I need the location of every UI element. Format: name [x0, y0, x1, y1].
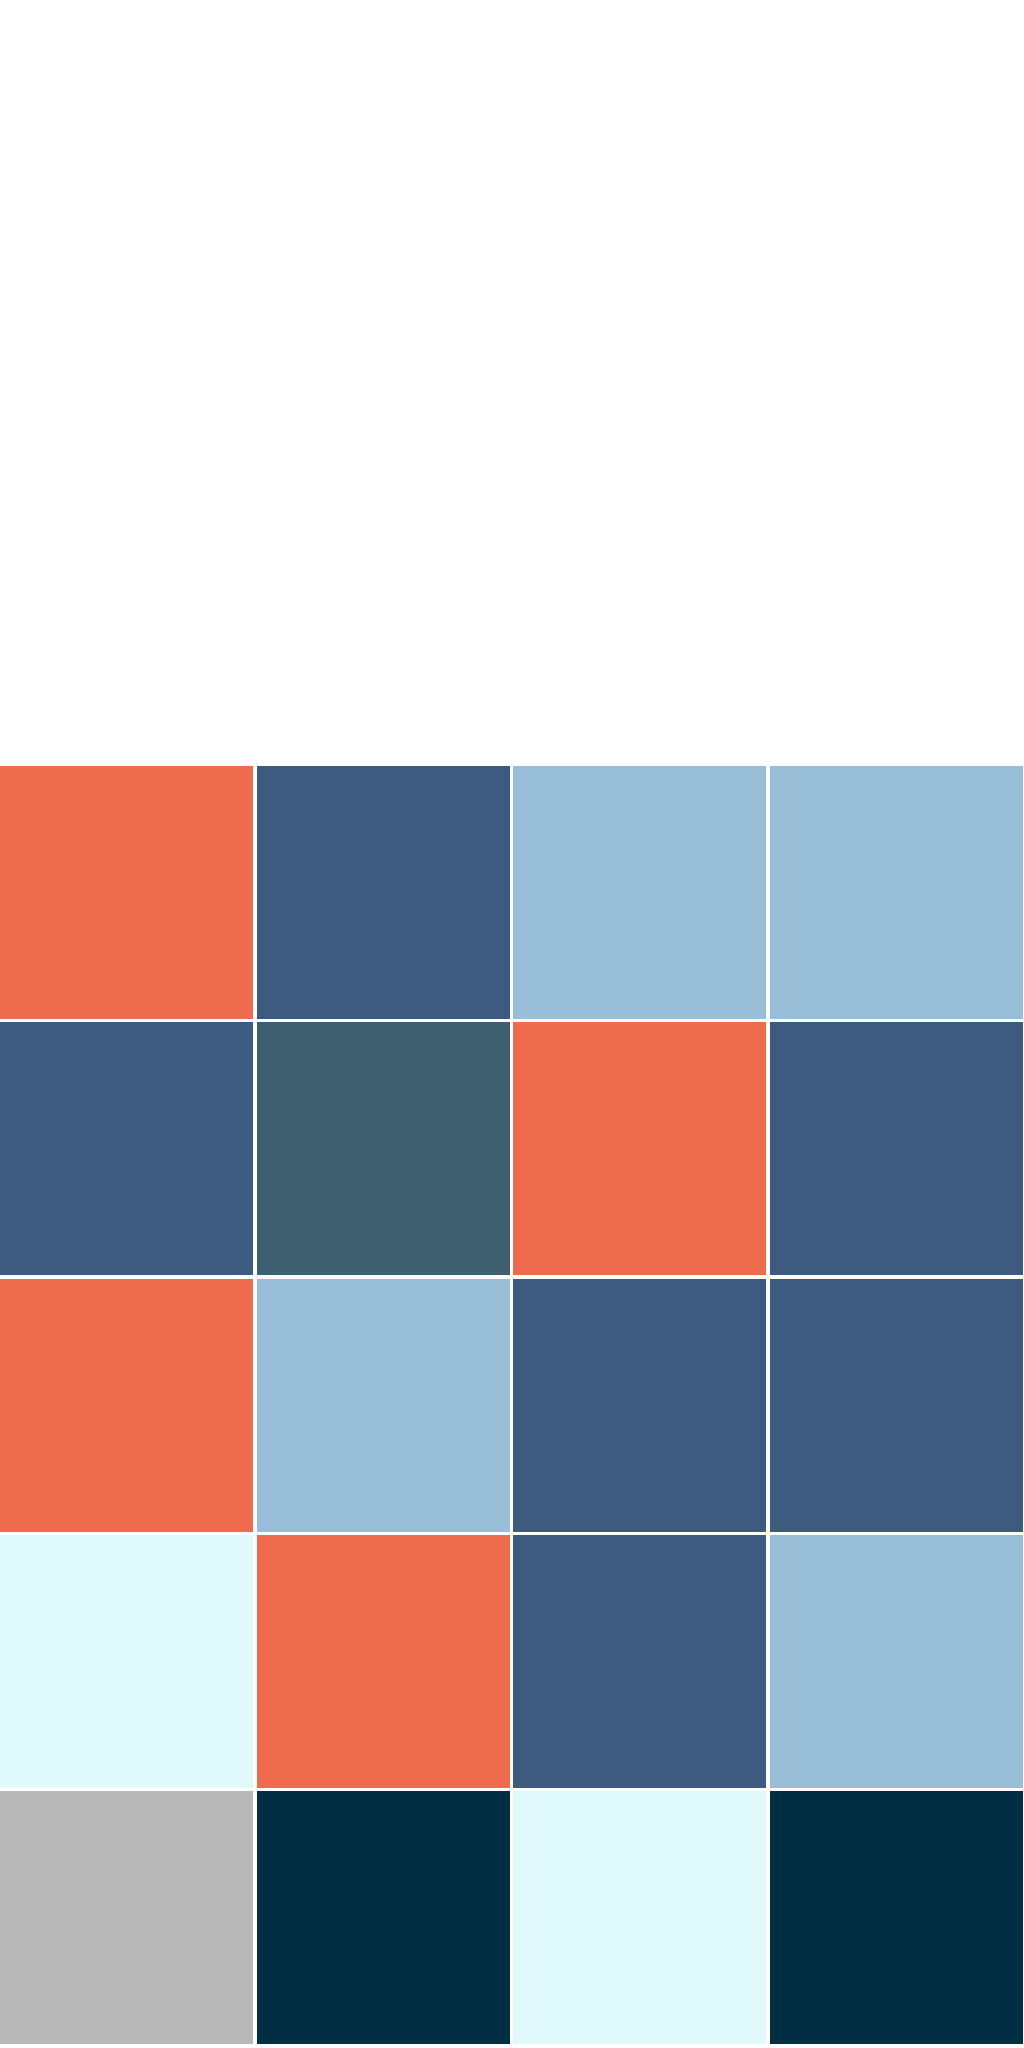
board-tile[interactable] [0, 1535, 253, 1788]
board-tile[interactable] [770, 1279, 1023, 1532]
board-tile[interactable] [513, 766, 766, 1019]
board-tile[interactable] [257, 766, 510, 1019]
board-tile[interactable] [770, 1535, 1023, 1788]
board-tile[interactable] [0, 766, 253, 1019]
board-tile[interactable] [770, 1791, 1023, 2044]
board-tile[interactable] [0, 1279, 253, 1532]
board-tile[interactable] [0, 1791, 253, 2044]
board-tile[interactable] [513, 1022, 766, 1275]
board-tile[interactable] [513, 1791, 766, 2044]
color-tile-board [0, 766, 1024, 2048]
board-tile[interactable] [770, 1022, 1023, 1275]
board-tile[interactable] [257, 1022, 510, 1275]
board-tile[interactable] [513, 1279, 766, 1532]
board-tile[interactable] [257, 1279, 510, 1532]
board-tile[interactable] [513, 1535, 766, 1788]
empty-top-area [0, 0, 1024, 766]
board-tile[interactable] [0, 1022, 253, 1275]
board-tile[interactable] [257, 1535, 510, 1788]
board-tile[interactable] [770, 766, 1023, 1019]
board-tile[interactable] [257, 1791, 510, 2044]
